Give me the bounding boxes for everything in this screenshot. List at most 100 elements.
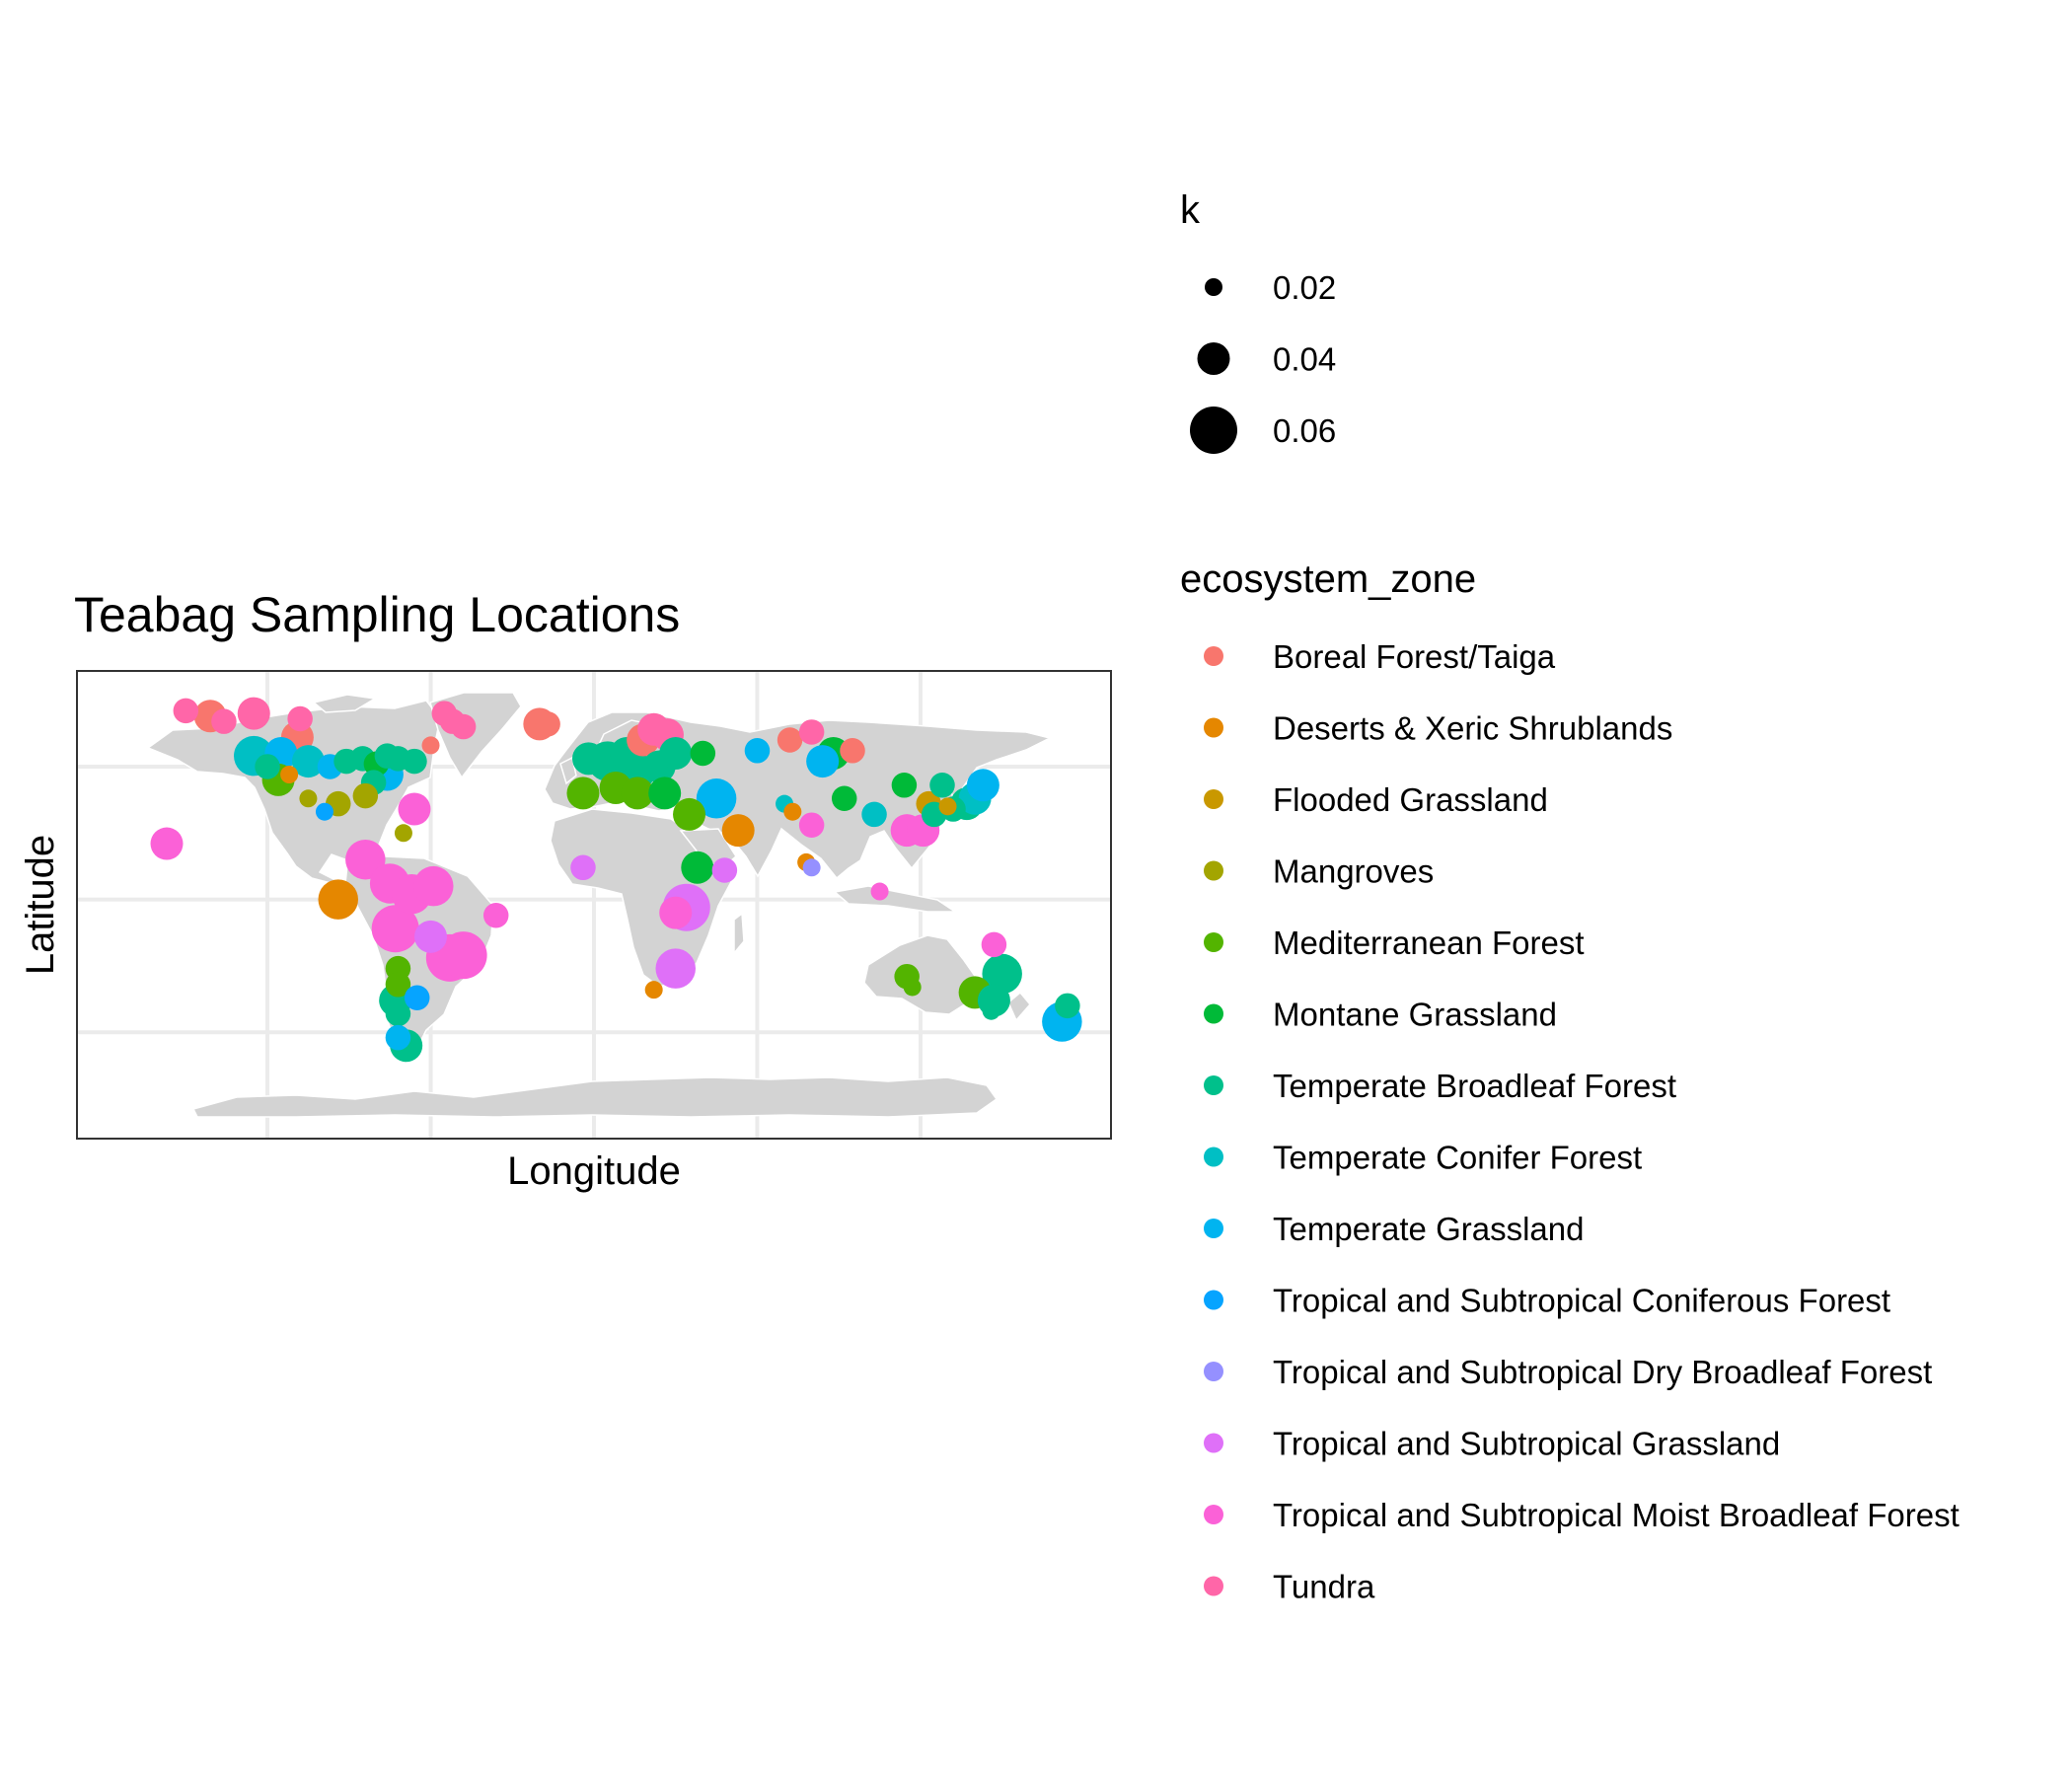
color-legend-key (1204, 1505, 1223, 1524)
data-point (802, 858, 821, 877)
color-legend-title: ecosystem_zone (1180, 557, 1476, 601)
land-arctic-islands (312, 694, 378, 713)
color-legend-key (1204, 1075, 1223, 1095)
data-point (903, 978, 922, 997)
data-points (150, 697, 1082, 1063)
land-antarctica (191, 1076, 999, 1118)
color-legend-label: Flooded Grassland (1273, 781, 1548, 818)
data-point (861, 801, 887, 828)
data-point (150, 827, 184, 860)
data-point (402, 748, 427, 775)
color-legend-key (1204, 1433, 1223, 1453)
data-point (681, 851, 714, 884)
color-legend: ecosystem_zone Boreal Forest/Taiga Desert… (1180, 557, 1960, 1605)
plot-panel (76, 670, 1112, 1140)
color-legend-label: Mediterranean Forest (1273, 925, 1584, 961)
data-point (1055, 993, 1080, 1019)
data-point (648, 777, 682, 810)
color-legend-key (1204, 789, 1223, 809)
data-point (287, 705, 313, 732)
data-point (981, 931, 1007, 958)
chart-title: Teabag Sampling Locations (74, 587, 680, 642)
size-legend-label: 0.02 (1273, 269, 1336, 306)
data-point (394, 824, 412, 843)
color-legend-label: Mangroves (1273, 853, 1434, 890)
data-point (891, 773, 918, 798)
land-madagascar (733, 912, 745, 956)
color-legend-key (1204, 1576, 1223, 1596)
data-point (414, 920, 448, 953)
data-point (806, 745, 840, 778)
data-point (570, 854, 596, 881)
color-legend-key (1204, 646, 1223, 666)
data-point (929, 773, 955, 798)
data-point (385, 1024, 411, 1051)
color-legend-label: Tundra (1273, 1569, 1375, 1605)
data-point (404, 985, 430, 1011)
data-point (711, 857, 738, 883)
data-point (352, 782, 379, 809)
data-point (798, 719, 825, 745)
panel-border (76, 670, 1112, 1140)
color-legend-label: Tropical and Subtropical Grassland (1273, 1426, 1780, 1462)
color-legend-key (1204, 1362, 1223, 1381)
data-point (966, 769, 999, 802)
size-legend-label: 0.04 (1273, 341, 1336, 378)
data-point (439, 931, 487, 980)
color-legend-label: Temperate Broadleaf Forest (1273, 1068, 1676, 1104)
data-point (690, 740, 716, 767)
color-legend-key (1204, 717, 1223, 738)
data-point (982, 953, 1022, 995)
y-axis-title: Latitude (19, 835, 62, 975)
data-point (385, 1000, 411, 1027)
data-point (659, 896, 693, 929)
data-point (398, 792, 431, 826)
data-point (535, 711, 560, 737)
data-point (173, 698, 199, 724)
data-point (783, 802, 802, 821)
size-legend-key (1197, 342, 1230, 375)
color-legend-label: Tropical and Subtropical Moist Broadleaf… (1273, 1497, 1960, 1533)
color-legend-label: Tropical and Subtropical Dry Broadleaf F… (1273, 1354, 1932, 1390)
color-legend-label: Montane Grassland (1273, 997, 1557, 1033)
size-legend-entries: 0.02 0.04 0.06 (1190, 269, 1336, 454)
size-legend-key (1190, 407, 1237, 454)
color-legend-label: Temperate Conifer Forest (1273, 1140, 1642, 1176)
color-legend-label: Deserts & Xeric Shrublands (1273, 710, 1672, 747)
data-point (315, 802, 333, 821)
color-legend-key (1204, 1219, 1223, 1238)
data-point (450, 713, 477, 740)
data-point (566, 777, 600, 810)
size-legend: k 0.02 0.04 0.06 (1180, 188, 1336, 454)
land-new-zealand (1007, 991, 1031, 1022)
data-point (345, 839, 386, 880)
data-point (211, 708, 237, 734)
data-point (744, 738, 771, 764)
data-point (659, 736, 693, 770)
color-legend-key (1204, 1003, 1223, 1024)
color-legend-key (1204, 1290, 1223, 1310)
land-british-isles (559, 756, 577, 785)
data-point (371, 905, 419, 953)
data-point (280, 766, 299, 784)
data-point (299, 789, 318, 808)
data-point (831, 785, 857, 812)
data-point (777, 727, 803, 753)
data-point (938, 797, 957, 816)
data-point (237, 697, 270, 730)
data-point (255, 754, 280, 779)
data-point (721, 814, 755, 848)
data-point (655, 948, 696, 989)
data-point (621, 777, 654, 810)
color-legend-label: Tropical and Subtropical Coniferous Fore… (1273, 1283, 1890, 1319)
color-legend-key (1204, 1147, 1223, 1167)
size-legend-title: k (1180, 188, 1201, 232)
data-point (482, 903, 509, 928)
data-point (982, 1001, 1000, 1020)
color-legend-label: Boreal Forest/Taiga (1273, 638, 1556, 675)
data-point (644, 981, 663, 999)
data-point (798, 812, 825, 838)
data-point (385, 972, 411, 998)
data-point (673, 797, 706, 831)
